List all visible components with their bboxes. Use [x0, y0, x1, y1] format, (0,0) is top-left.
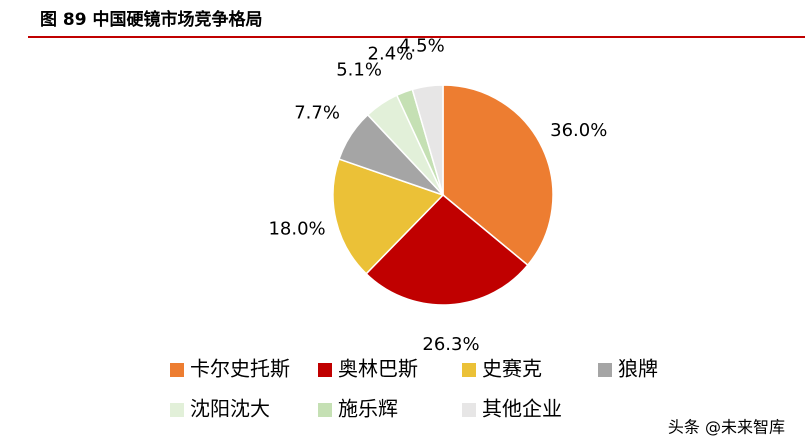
pie-slice — [365, 193, 529, 306]
chart-title: 图 89 中国硬镜市场竞争格局 — [40, 9, 263, 30]
legend-label: 其他企业 — [482, 397, 562, 421]
data-label: 5.1% — [336, 60, 382, 81]
legend-swatch — [462, 363, 476, 377]
legend-swatch — [170, 403, 184, 417]
legend-swatch — [318, 403, 332, 417]
legend-label: 卡尔史托斯 — [190, 357, 290, 381]
data-label: 18.0% — [268, 219, 325, 240]
data-label: 7.7% — [294, 102, 340, 123]
pie-slice — [411, 84, 444, 196]
legend-label: 狼牌 — [618, 357, 658, 381]
legend-label: 史赛克 — [482, 357, 542, 381]
watermark: 头条 @未来智库 — [668, 418, 785, 437]
pie-slice — [332, 158, 445, 275]
legend-swatch — [318, 363, 332, 377]
legend-label: 施乐辉 — [338, 397, 398, 421]
legend-label: 沈阳沈大 — [190, 397, 270, 421]
data-label: 4.5% — [399, 35, 445, 56]
legend-swatch — [598, 363, 612, 377]
data-label: 2.4% — [368, 44, 414, 65]
pie-slice — [442, 84, 554, 267]
legend-label: 奥林巴斯 — [338, 357, 418, 381]
legend-swatch — [170, 363, 184, 377]
data-label: 36.0% — [550, 120, 607, 141]
data-label: 26.3% — [422, 334, 479, 355]
legend-swatch — [462, 403, 476, 417]
